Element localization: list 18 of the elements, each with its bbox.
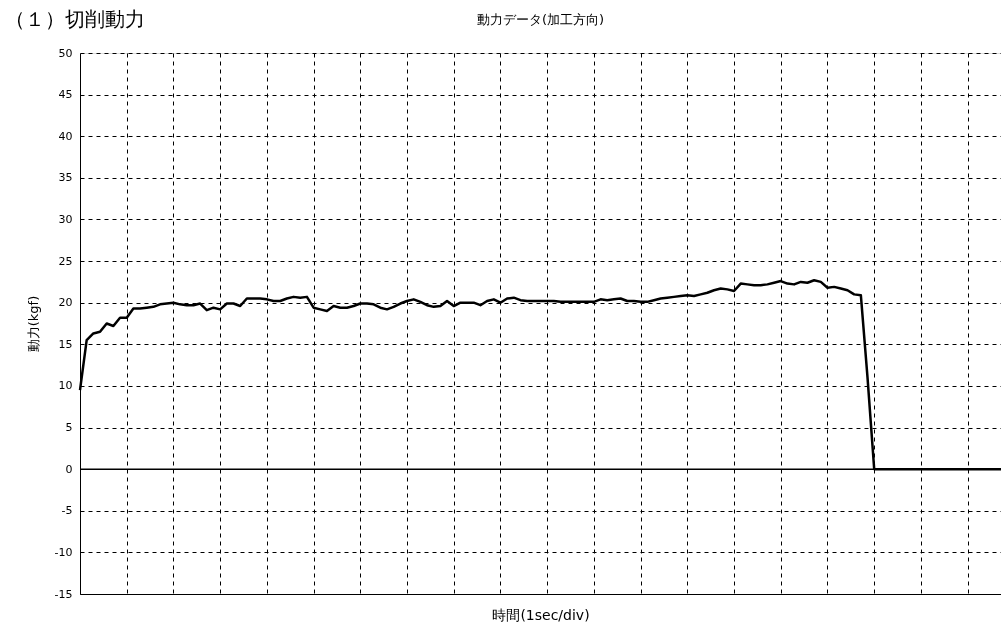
text: （１）切削動力 (5, 7, 145, 31)
y-tick-label: -10 (54, 545, 73, 559)
y-tick-label: 30 (58, 212, 73, 226)
y-tick-label: -15 (54, 587, 73, 601)
chart-title: 動力データ(加工方向) (476, 12, 605, 27)
y-axis-title: 動力(kgf) (25, 295, 41, 353)
y-tick-label: 25 (58, 254, 73, 268)
y-tick-label: 45 (58, 88, 73, 102)
y-tick-label: 50 (58, 46, 73, 60)
y-tick-label: 20 (58, 296, 73, 310)
y-tick-label: 10 (58, 379, 73, 393)
y-tick-label: 40 (58, 129, 73, 143)
x-axis-title: 時間(1sec/div) (492, 606, 590, 623)
y-tick-label: -5 (61, 504, 73, 518)
y-tick-label: 0 (65, 462, 73, 476)
y-tick-label: 5 (65, 421, 73, 435)
y-tick-label: 35 (58, 171, 73, 185)
y-tick-label: 15 (58, 337, 73, 351)
